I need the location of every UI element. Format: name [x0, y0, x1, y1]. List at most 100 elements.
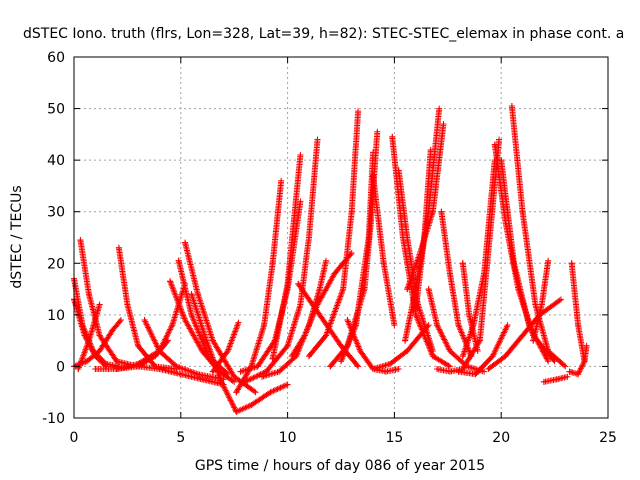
series-markers: [241, 138, 321, 385]
data-point: [558, 296, 565, 303]
data-point: [566, 368, 573, 375]
data-point: [85, 337, 92, 344]
data-point: [545, 358, 552, 365]
data-point: [553, 376, 560, 383]
data-point: [568, 260, 575, 267]
data-series: [540, 373, 571, 385]
data-series: [370, 172, 398, 329]
y-tick-label: 50: [47, 102, 65, 118]
data-point: [261, 322, 268, 329]
data-series: [209, 319, 242, 375]
data-point: [316, 311, 323, 318]
data-point: [532, 301, 539, 308]
data-series: [455, 322, 511, 378]
data-point: [323, 332, 330, 339]
data-point: [352, 322, 359, 329]
data-series: [188, 291, 291, 415]
data-point: [284, 381, 291, 388]
data-point: [498, 157, 505, 164]
data-point: [152, 363, 159, 370]
data-point: [323, 257, 330, 264]
data-point: [459, 260, 466, 267]
data-series: [288, 249, 355, 360]
data-point: [402, 337, 409, 344]
data-series: [338, 149, 377, 365]
data-point: [117, 317, 124, 324]
data-point: [370, 149, 377, 156]
data-point: [476, 337, 483, 344]
data-point: [391, 322, 398, 329]
data-point: [446, 368, 453, 375]
data-point: [425, 286, 432, 293]
data-series: [530, 257, 552, 344]
data-point: [297, 301, 304, 308]
data-point: [348, 208, 355, 215]
data-point: [177, 371, 184, 378]
data-point: [305, 234, 312, 241]
data-point: [489, 353, 496, 360]
data-point: [135, 363, 142, 370]
data-point: [113, 366, 120, 373]
data-point: [173, 363, 180, 370]
data-point: [429, 347, 436, 354]
data-point: [233, 389, 240, 396]
data-point: [540, 378, 547, 385]
data-point: [365, 234, 372, 241]
data-point: [152, 353, 159, 360]
data-point: [581, 358, 588, 365]
data-point: [404, 286, 411, 293]
data-point: [252, 389, 259, 396]
data-point: [470, 322, 477, 329]
data-point: [427, 146, 434, 153]
data-series: [498, 157, 552, 365]
data-series: [241, 136, 321, 385]
y-tick-label: 30: [47, 205, 65, 221]
data-point: [421, 234, 428, 241]
data-point: [316, 286, 323, 293]
y-tick-label: 10: [47, 308, 65, 324]
data-point: [314, 136, 321, 143]
data-point: [224, 347, 231, 354]
data-point: [338, 358, 344, 365]
data-point: [389, 133, 396, 140]
data-point: [575, 322, 582, 329]
data-point: [382, 368, 389, 375]
series-markers: [370, 172, 398, 327]
data-point: [254, 363, 261, 370]
data-point: [481, 270, 488, 277]
data-point: [81, 332, 88, 339]
data-series: [566, 342, 590, 378]
y-tick-label: 40: [47, 153, 65, 169]
data-point: [156, 366, 163, 373]
data-point: [575, 371, 582, 378]
data-point: [436, 105, 443, 112]
data-point: [301, 332, 308, 339]
x-tick-label: 5: [176, 430, 185, 446]
data-point: [188, 311, 195, 318]
series-markers: [402, 107, 443, 344]
data-point: [395, 366, 402, 373]
series-markers: [395, 167, 436, 353]
data-point: [496, 136, 503, 143]
data-point: [231, 373, 238, 380]
x-axis: 0 5 10 15 20 25: [70, 57, 617, 446]
data-point: [508, 102, 515, 109]
data-point: [276, 368, 283, 375]
y-tick-label: -10: [42, 411, 65, 427]
data-point: [284, 280, 291, 287]
data-point: [357, 347, 364, 354]
data-point: [583, 342, 590, 349]
data-point: [434, 322, 441, 329]
data-point: [502, 353, 509, 360]
data-point: [92, 366, 99, 373]
data-point: [269, 355, 276, 362]
data-series: [485, 296, 565, 373]
data-point: [380, 260, 387, 267]
data-point: [288, 353, 295, 360]
data-point: [404, 234, 411, 241]
chart-title: dSTEC Iono. truth (flrs, Lon=328, Lat=39…: [23, 26, 624, 42]
data-point: [96, 347, 103, 354]
data-point: [438, 208, 445, 215]
data-point: [314, 301, 321, 308]
